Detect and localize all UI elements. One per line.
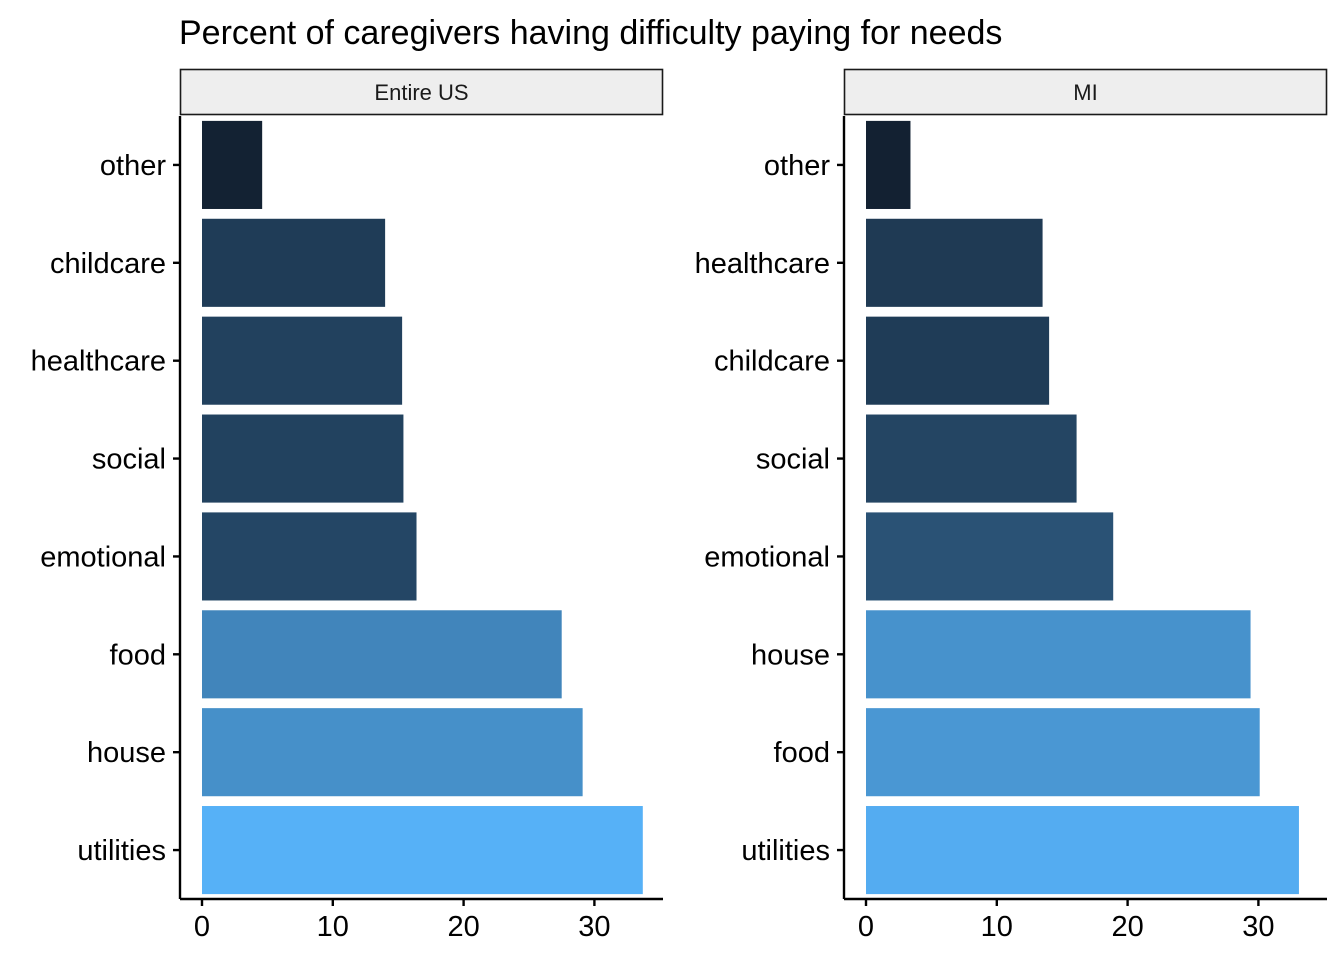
x-tick-label: 0 <box>858 911 874 943</box>
y-tick-label: food <box>110 639 166 671</box>
bar-house <box>202 708 583 797</box>
bar-healthcare <box>202 316 403 405</box>
x-tick-label: 10 <box>317 911 349 943</box>
y-tick-label: other <box>764 150 830 182</box>
y-tick-label: utilities <box>741 835 830 867</box>
y-tick-label: emotional <box>40 541 166 573</box>
x-tick-label: 30 <box>1242 911 1274 943</box>
y-tick-label: healthcare <box>695 248 830 280</box>
panel-entire-us: Entire US other childcare healthcare social e… <box>31 68 664 943</box>
bar-childcare <box>202 218 386 307</box>
bar-food <box>202 610 562 699</box>
y-tick-label: other <box>100 150 166 182</box>
bar-healthcare <box>866 218 1043 307</box>
panel-strip-label: MI <box>1073 80 1097 105</box>
bar-utilities <box>866 806 1299 895</box>
x-tick-label: 20 <box>1111 911 1143 943</box>
bar-food <box>866 708 1260 797</box>
bar-utilities <box>202 806 643 895</box>
panel-strip-label: Entire US <box>374 80 468 105</box>
y-tick-label: house <box>751 639 830 671</box>
bar-other <box>866 120 911 209</box>
bar-social <box>866 414 1077 503</box>
x-tick-label: 10 <box>981 911 1013 943</box>
chart-title: Percent of caregivers having difficulty … <box>179 14 1002 52</box>
y-tick-label: utilities <box>77 835 166 867</box>
y-tick-label: social <box>92 444 166 476</box>
y-tick-label: childcare <box>714 346 830 378</box>
y-tick-label: healthcare <box>31 346 166 378</box>
bar-emotional <box>202 512 417 601</box>
bar-childcare <box>866 316 1050 405</box>
y-tick-label: emotional <box>704 541 830 573</box>
bar-social <box>202 414 404 503</box>
y-tick-label: childcare <box>50 248 166 280</box>
y-tick-label: house <box>87 737 166 769</box>
panel-strip <box>179 68 664 116</box>
y-tick-label: social <box>756 444 830 476</box>
panel-strip <box>843 68 1328 116</box>
bar-other <box>202 120 263 209</box>
x-tick-label: 20 <box>447 911 479 943</box>
bar-emotional <box>866 512 1114 601</box>
bar-house <box>866 610 1251 699</box>
panel-mi: MI other healthcare childcare social emotiona… <box>695 68 1328 943</box>
x-tick-label: 0 <box>194 911 210 943</box>
x-tick-label: 30 <box>578 911 610 943</box>
y-tick-label: food <box>774 737 830 769</box>
